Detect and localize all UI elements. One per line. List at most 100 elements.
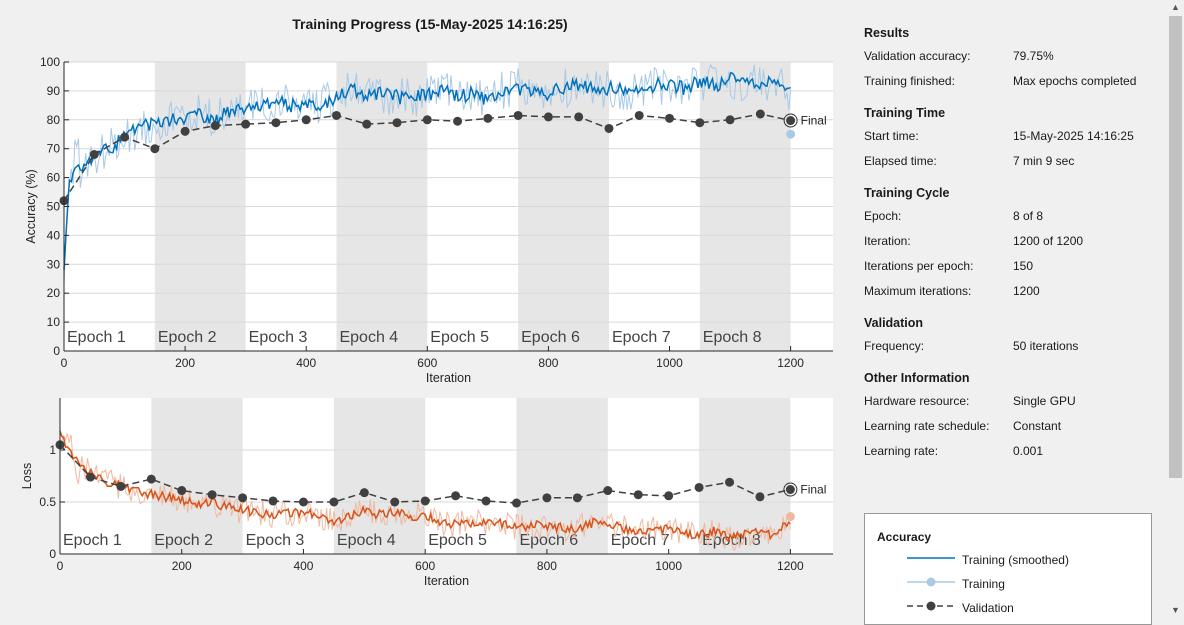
info-key: Epoch: [864, 209, 902, 223]
dot-line-swatch-icon [907, 577, 955, 587]
info-row: Frequency: 50 iterations [864, 334, 1164, 359]
y-tick-label: 50 [47, 200, 61, 214]
y-tick-label: 40 [47, 228, 61, 242]
section-title: Results [864, 26, 910, 40]
section-title: Validation [864, 316, 924, 330]
solid-line-swatch-icon [907, 557, 955, 559]
training-smoothed-line [63, 72, 791, 270]
info-value: 15-May-2025 14:16:25 [1013, 129, 1134, 143]
info-value: 8 of 8 [1013, 209, 1044, 223]
validation-point [572, 493, 582, 503]
scroll-up-arrow-icon[interactable]: ▲ [1171, 2, 1180, 12]
validation-point [633, 490, 643, 500]
validation-point [298, 497, 308, 507]
epoch-label: Epoch 4 [337, 532, 396, 549]
legend: Accuracy Training (smoothed) Training Va… [864, 513, 1152, 625]
info-row: Maximum iterations: 1200 [864, 279, 1164, 304]
validation-point [603, 486, 613, 496]
y-tick-label: 30 [47, 257, 61, 271]
info-row: Learning rate: 0.001 [864, 439, 1164, 464]
info-key: Hardware resource: [864, 394, 970, 408]
x-axis-label: Iteration [426, 371, 471, 385]
epoch-label: Epoch 8 [703, 329, 762, 346]
validation-point [725, 115, 735, 125]
info-panel: Results Validation accuracy: 79.75% Trainin… [864, 18, 1164, 464]
info-key: Training finished: [864, 74, 955, 88]
section-title: Training Time [864, 106, 946, 120]
validation-point [359, 488, 369, 498]
validation-point [85, 472, 95, 482]
loss-chart: Epoch 1 Epoch 2 Epoch 3 Epoch 4 Epoch 5 Epoch… [20, 398, 833, 588]
validation-point [634, 110, 644, 120]
epoch-label: Epoch 2 [154, 532, 213, 549]
legend-item-training-smoothed: Training (smoothed) [865, 548, 1151, 572]
x-tick-label: 400 [296, 356, 316, 370]
info-row: Elapsed time: 7 min 9 sec [864, 149, 1164, 174]
x-tick-label: 400 [293, 559, 313, 573]
final-marker [783, 482, 798, 497]
final-training-point [785, 512, 795, 522]
y-tick-label: 90 [47, 84, 61, 98]
info-row: Start time: 15-May-2025 14:16:25 [864, 124, 1164, 149]
info-row: Epoch: 8 of 8 [864, 204, 1164, 229]
validation-point [150, 144, 160, 154]
y-axis-label: Loss [20, 463, 34, 489]
validation-point [695, 118, 705, 128]
info-row: Hardware resource: Single GPU [864, 389, 1164, 414]
validation-point [238, 493, 248, 503]
validation-point [207, 490, 217, 500]
scrollbar-thumb[interactable] [1169, 16, 1182, 478]
info-value: 50 iterations [1013, 339, 1079, 353]
info-key: Elapsed time: [864, 154, 937, 168]
validation-point [177, 486, 187, 496]
epoch-label: Epoch 5 [428, 532, 487, 549]
plot-title: Training Progress (15-May-2025 14:16:25) [292, 16, 568, 32]
x-tick-label: 1200 [777, 559, 804, 573]
epoch-label: Epoch 6 [521, 329, 580, 346]
x-tick-label: 800 [538, 356, 558, 370]
y-tick-label: 0 [53, 344, 60, 358]
accuracy-chart: Epoch 1 Epoch 2 Epoch 3 Epoch 4 Epoch 5 Epoch… [24, 55, 833, 385]
validation-point [268, 496, 278, 506]
validation-point [453, 116, 463, 126]
info-row: Iterations per epoch: 150 [864, 254, 1164, 279]
legend-title: Accuracy [877, 530, 932, 544]
info-row: Learning rate schedule: Constant [864, 414, 1164, 439]
x-tick-label: 1200 [777, 356, 804, 370]
validation-point [665, 113, 675, 123]
x-tick-label: 200 [172, 559, 192, 573]
validation-point [271, 118, 281, 128]
validation-point [694, 482, 704, 492]
validation-point [422, 115, 432, 125]
info-key: Frequency: [864, 339, 925, 353]
epoch-label: Epoch 7 [612, 329, 671, 346]
y-axis-label: Accuracy (%) [24, 169, 38, 243]
legend-item-validation: Validation [865, 596, 1151, 620]
validation-point [755, 492, 765, 502]
final-marker [783, 113, 798, 128]
x-tick-label: 600 [417, 356, 437, 370]
info-key: Start time: [864, 129, 919, 143]
epoch-label: Epoch 3 [246, 532, 305, 549]
x-tick-label: 1000 [656, 356, 683, 370]
info-key: Maximum iterations: [864, 284, 972, 298]
epoch-label: Epoch 1 [63, 532, 122, 549]
section-title: Training Cycle [864, 186, 950, 200]
info-value: 150 [1013, 259, 1034, 273]
legend-label: Training (smoothed) [962, 553, 1069, 567]
validation-point [180, 126, 190, 136]
x-tick-label: 0 [61, 356, 68, 370]
info-value: 1200 of 1200 [1013, 234, 1084, 248]
validation-point [241, 119, 251, 129]
dashed-dot-swatch-icon [907, 601, 955, 611]
validation-point [116, 481, 126, 491]
info-key: Iteration: [864, 234, 911, 248]
y-tick-label: 20 [47, 286, 61, 300]
epoch-label: Epoch 1 [67, 329, 126, 346]
epoch-label: Epoch 7 [611, 532, 670, 549]
scroll-down-arrow-icon[interactable]: ▼ [1171, 605, 1180, 615]
vertical-scrollbar[interactable]: ▲ ▼ [1167, 0, 1184, 617]
validation-point [664, 491, 674, 501]
info-value: 7 min 9 sec [1013, 154, 1075, 168]
validation-point [120, 132, 130, 142]
